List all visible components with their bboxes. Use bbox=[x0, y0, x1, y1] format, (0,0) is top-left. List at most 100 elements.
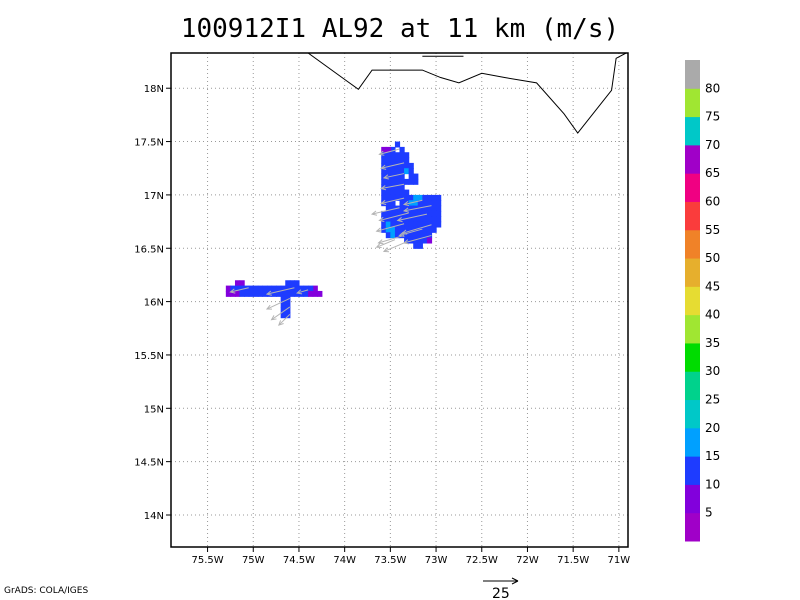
wind-speed-cell bbox=[399, 173, 405, 180]
x-tick-label: 71W bbox=[608, 555, 631, 566]
colorbar-swatch bbox=[685, 286, 700, 316]
wind-speed-cell bbox=[417, 194, 423, 201]
wind-vector bbox=[402, 205, 432, 213]
wind-speed-cell bbox=[404, 232, 410, 239]
wind-vector-shaft bbox=[266, 287, 295, 295]
wind-speed-cell bbox=[285, 290, 291, 297]
wind-speed-cell bbox=[413, 221, 419, 228]
wind-speed-cell bbox=[390, 200, 396, 207]
wind-speed-cell bbox=[230, 290, 236, 297]
wind-speed-cell bbox=[413, 210, 419, 217]
wind-speed-cell bbox=[399, 205, 405, 212]
wind-speed-cell bbox=[399, 226, 405, 233]
wind-vector-head bbox=[398, 231, 405, 237]
wind-speed-cell bbox=[436, 216, 442, 223]
wind-speed-cell bbox=[276, 285, 282, 292]
wind-speed-cell bbox=[399, 178, 405, 185]
colorbar-swatch bbox=[685, 399, 700, 429]
wind-speed-cell bbox=[289, 280, 295, 287]
wind-vector-shaft bbox=[403, 205, 432, 212]
wind-speed-cell bbox=[381, 194, 387, 201]
wind-vector bbox=[377, 234, 405, 245]
colorbar-label: 60 bbox=[705, 194, 720, 208]
wind-speed-cell bbox=[399, 210, 405, 217]
wind-vector-shaft bbox=[266, 297, 291, 310]
wind-vector-shaft bbox=[381, 183, 405, 189]
reference-arrow-label: 25 bbox=[492, 586, 510, 600]
wind-vector-head bbox=[296, 289, 303, 295]
wind-speed-cell bbox=[234, 290, 241, 297]
colorbar-label: 40 bbox=[705, 308, 720, 322]
wind-speed-cell bbox=[408, 210, 414, 217]
wind-speed-cell bbox=[417, 216, 423, 223]
wind-vector-head bbox=[380, 185, 387, 191]
axis-ticks: 75.5W 75W 74.5W 74W 73.5W 73W 72.5W 72W 71.5W 71W… bbox=[134, 84, 630, 566]
wind-vector-head bbox=[396, 217, 403, 223]
wind-speed-cell bbox=[253, 290, 259, 297]
wind-speed-cell bbox=[436, 200, 442, 207]
wind-vector bbox=[375, 223, 405, 233]
wind-speed-cell bbox=[422, 205, 428, 212]
y-tick-label: 15.5N bbox=[134, 351, 164, 362]
wind-vector-head bbox=[378, 150, 385, 156]
wind-vector bbox=[370, 207, 400, 216]
wind-speed-cell bbox=[417, 200, 423, 207]
wind-speed-cell bbox=[422, 232, 428, 239]
wind-speed-cell bbox=[413, 232, 419, 239]
wind-vector-shaft bbox=[296, 289, 309, 294]
wind-vector bbox=[380, 183, 405, 191]
wind-speed-cell bbox=[426, 221, 433, 228]
wind-speed-cell bbox=[280, 301, 286, 308]
wind-speed-cell bbox=[394, 141, 401, 148]
y-tick-label: 17N bbox=[144, 191, 164, 202]
wind-vector-shaft bbox=[403, 199, 423, 205]
colorbar-swatch bbox=[685, 314, 700, 344]
x-tick-label: 71.5W bbox=[557, 555, 589, 566]
wind-speed-cell bbox=[285, 306, 291, 313]
wind-speed-cell bbox=[294, 290, 300, 297]
wind-vector bbox=[402, 199, 423, 207]
wind-vector-shaft bbox=[399, 228, 423, 236]
y-tick-label: 17.5N bbox=[134, 138, 164, 149]
wind-speed-cell bbox=[385, 157, 391, 164]
wind-speed-cell bbox=[426, 226, 433, 233]
colorbar-swatch bbox=[685, 342, 700, 372]
colorbar-label: 10 bbox=[705, 477, 720, 491]
wind-speed-cell bbox=[413, 242, 419, 249]
colorbar-label: 30 bbox=[705, 364, 720, 378]
wind-speed-cell bbox=[399, 146, 405, 153]
wind-speed-cell bbox=[390, 194, 396, 201]
wind-speed-cell bbox=[285, 312, 291, 319]
wind-speed-cell bbox=[276, 290, 282, 297]
wind-speed-cell bbox=[385, 232, 391, 239]
wind-speed-cell bbox=[390, 205, 396, 212]
wind-speed-cell bbox=[280, 296, 286, 303]
wind-vector-shaft bbox=[379, 212, 409, 221]
wind-speed-cell bbox=[399, 157, 405, 164]
wind-vector bbox=[265, 287, 295, 296]
wind-speed-cell bbox=[239, 280, 245, 287]
credit-text: GrADS: COLA/IGES bbox=[4, 586, 89, 596]
wind-speed-cell bbox=[294, 280, 300, 287]
wind-vector-shaft bbox=[230, 287, 249, 293]
wind-speed-cell bbox=[426, 200, 433, 207]
x-tick-label: 75.5W bbox=[191, 555, 223, 566]
wind-speed-cell bbox=[426, 205, 433, 212]
wind-vector-head bbox=[375, 243, 382, 248]
wind-speed-cell bbox=[262, 290, 268, 297]
wind-speed-cell bbox=[404, 152, 410, 159]
wind-speed-cell bbox=[408, 168, 414, 175]
x-tick-label: 73W bbox=[425, 555, 448, 566]
wind-speed-cell bbox=[280, 285, 286, 292]
wind-speed-cell bbox=[381, 146, 387, 153]
wind-vector-head bbox=[378, 216, 385, 222]
wind-speed-cell bbox=[426, 210, 433, 217]
wind-speed-cell bbox=[408, 221, 414, 228]
wind-speed-cell bbox=[413, 237, 419, 244]
wind-vector bbox=[296, 289, 309, 295]
wind-speed-cell bbox=[385, 194, 391, 201]
wind-vector-shaft bbox=[383, 173, 405, 179]
wind-speed-cell bbox=[280, 312, 286, 319]
wind-speed-cell bbox=[394, 168, 401, 175]
